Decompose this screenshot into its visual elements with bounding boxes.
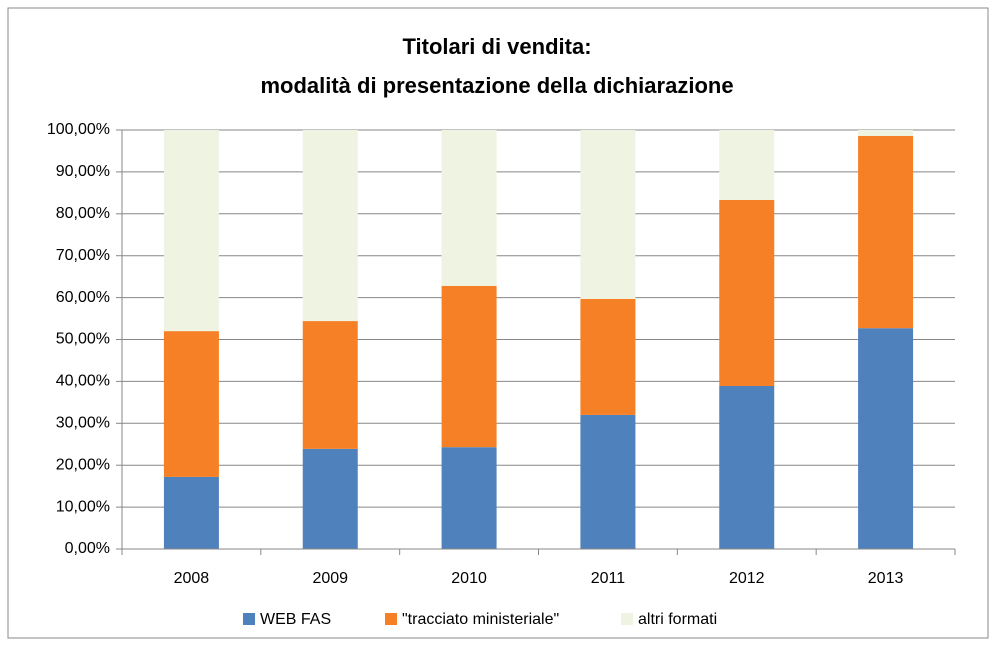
- x-tick-label: 2012: [729, 570, 765, 587]
- bar-segment: [580, 414, 636, 549]
- y-tick-label: 50,00%: [56, 331, 110, 348]
- y-tick-label: 100,00%: [47, 121, 110, 138]
- x-tick-label: 2008: [174, 570, 210, 587]
- bar-segment: [441, 447, 497, 549]
- bar-segment: [719, 130, 775, 200]
- y-tick-label: 10,00%: [56, 498, 110, 515]
- bar-segment: [302, 130, 358, 322]
- bar-segment: [302, 321, 358, 449]
- x-tick-label: 2013: [868, 570, 904, 587]
- bar-segment: [580, 298, 636, 415]
- y-tick-label: 90,00%: [56, 163, 110, 180]
- legend-swatch: [243, 613, 255, 625]
- bar-segment: [163, 130, 219, 332]
- x-tick-label: 2011: [591, 570, 626, 587]
- bar-segment: [719, 386, 775, 549]
- x-tick-label: 2009: [312, 570, 348, 587]
- y-tick-label: 20,00%: [56, 456, 110, 473]
- y-tick-label: 70,00%: [56, 247, 110, 264]
- legend-label: altri formati: [638, 611, 717, 628]
- bar-segment: [302, 448, 358, 549]
- legend-label: "tracciato ministeriale": [402, 611, 559, 628]
- bar-segment: [441, 130, 497, 286]
- bar-segment: [163, 476, 219, 549]
- y-tick-label: 60,00%: [56, 289, 110, 306]
- chart-title: Titolari di vendita:: [402, 34, 591, 59]
- chart-title: modalità di presentazione della dichiara…: [260, 73, 733, 98]
- bar-segment: [580, 130, 636, 299]
- y-tick-label: 30,00%: [56, 415, 110, 432]
- x-tick-label: 2010: [451, 570, 487, 587]
- bar-segment: [858, 130, 914, 136]
- y-tick-label: 0,00%: [65, 540, 110, 557]
- y-tick-label: 80,00%: [56, 205, 110, 222]
- bar-segment: [441, 285, 497, 448]
- legend-swatch: [385, 613, 397, 625]
- y-tick-label: 40,00%: [56, 373, 110, 390]
- bar-segment: [858, 135, 914, 329]
- legend-swatch: [621, 613, 633, 625]
- chart-frame: [7, 7, 989, 639]
- legend-label: WEB FAS: [260, 611, 331, 628]
- bar-segment: [163, 331, 219, 477]
- bar-segment: [719, 199, 775, 387]
- bar-segment: [858, 328, 914, 549]
